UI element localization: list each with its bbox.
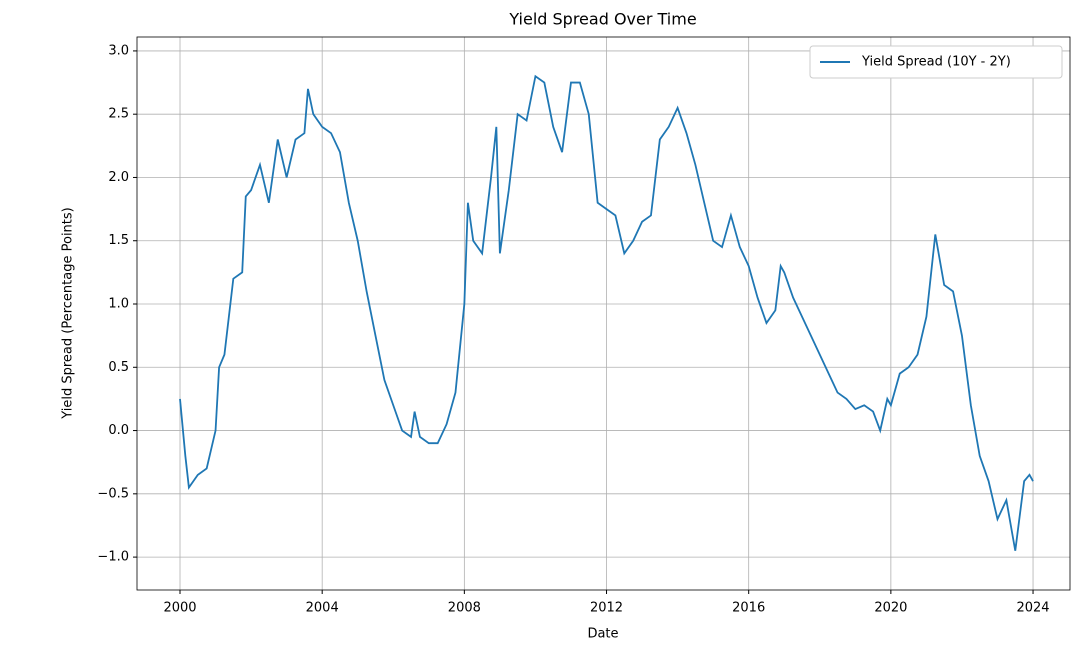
y-tick-label: −1.0 (97, 550, 129, 565)
y-tick-label: 1.5 (108, 233, 129, 248)
x-tick-label: 2008 (448, 601, 481, 616)
y-tick-label: 1.0 (108, 297, 129, 312)
x-tick-label: 2024 (1016, 601, 1049, 616)
y-tick-label: 2.0 (108, 170, 129, 185)
y-tick-label: 0.5 (108, 360, 129, 375)
x-tick-label: 2000 (163, 601, 196, 616)
x-axis-label: Date (587, 627, 618, 642)
y-axis-label: Yield Spread (Percentage Points) (61, 207, 76, 419)
data-line (179, 74, 1034, 551)
y-tick-label: 0.0 (108, 423, 129, 438)
legend-box (809, 45, 1063, 79)
y-tick-label: 3.0 (108, 43, 129, 58)
x-tick-label: 2020 (874, 601, 907, 616)
plot-frame (136, 36, 1071, 591)
chart-title: Yield Spread Over Time (508, 10, 696, 29)
y-tick-label: −0.5 (97, 486, 129, 501)
y-tick-label: 2.5 (108, 107, 129, 122)
x-tick-label: 2004 (306, 601, 339, 616)
x-tick-label: 2016 (732, 601, 765, 616)
x-tick-label: 2012 (590, 601, 623, 616)
legend-label: Yield Spread (10Y - 2Y) (861, 55, 1011, 70)
